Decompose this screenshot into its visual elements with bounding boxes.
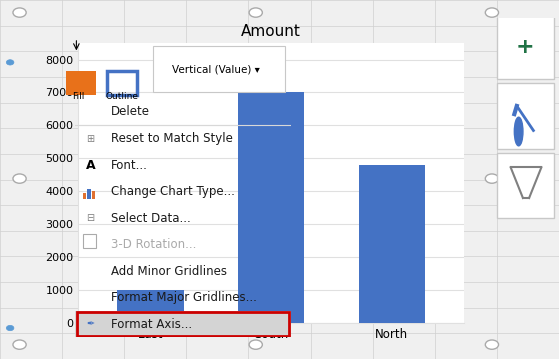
Text: +: +: [516, 37, 535, 57]
Circle shape: [249, 8, 262, 17]
Text: ⊟: ⊟: [87, 213, 94, 223]
Circle shape: [485, 174, 499, 183]
Bar: [66, 71, 96, 95]
FancyBboxPatch shape: [497, 153, 554, 219]
Bar: [153, 46, 285, 92]
Bar: [92, 191, 95, 199]
Text: Change Chart Type...: Change Chart Type...: [111, 185, 235, 198]
Circle shape: [6, 325, 14, 331]
Text: Outline: Outline: [106, 92, 139, 101]
Bar: [87, 190, 91, 199]
Bar: [77, 312, 289, 336]
Bar: [83, 193, 86, 199]
Circle shape: [514, 117, 523, 146]
Bar: [358, 165, 425, 323]
Text: 3-D Rotation...: 3-D Rotation...: [111, 238, 196, 251]
Text: ⊞: ⊞: [87, 134, 94, 144]
Text: Select Data...: Select Data...: [111, 211, 191, 225]
Bar: [87, 190, 91, 199]
Circle shape: [13, 340, 26, 349]
Bar: [117, 290, 184, 323]
Text: Format Axis...: Format Axis...: [111, 318, 192, 331]
FancyBboxPatch shape: [497, 83, 554, 149]
FancyBboxPatch shape: [497, 14, 554, 79]
Text: Reset to Match Style: Reset to Match Style: [111, 132, 233, 145]
Circle shape: [13, 8, 26, 17]
Circle shape: [249, 340, 262, 349]
Circle shape: [485, 8, 499, 17]
Text: A: A: [86, 159, 96, 172]
Text: Vertical (Value) ▾: Vertical (Value) ▾: [172, 64, 260, 74]
Text: Format Major Gridlines...: Format Major Gridlines...: [111, 291, 257, 304]
Title: Amount: Amount: [241, 24, 301, 39]
Text: ✒: ✒: [87, 319, 94, 329]
Circle shape: [6, 60, 14, 65]
Text: Add Minor Gridlines: Add Minor Gridlines: [111, 265, 227, 278]
Bar: [83, 234, 96, 248]
Text: Fill: Fill: [73, 92, 85, 101]
Circle shape: [13, 174, 26, 183]
Bar: [75, 311, 291, 337]
Bar: [107, 71, 137, 95]
Circle shape: [485, 340, 499, 349]
Bar: [238, 93, 304, 323]
Text: Delete: Delete: [111, 106, 150, 118]
Text: Font...: Font...: [111, 159, 148, 172]
